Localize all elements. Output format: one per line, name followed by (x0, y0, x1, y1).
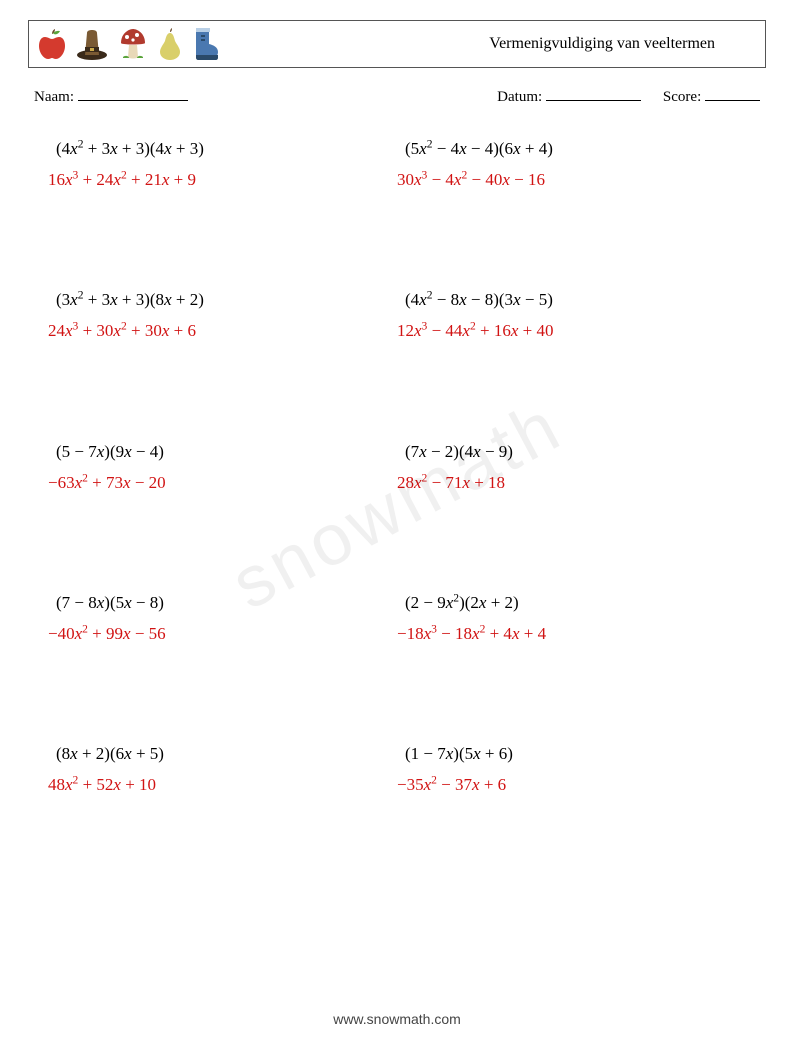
date-label: Datum: (497, 86, 641, 106)
name-blank (78, 86, 188, 101)
problem-question: (7x − 2)(4x − 9) (397, 441, 746, 463)
mushroom-icon (117, 27, 149, 61)
problem-question: (4x2 + 3x + 3)(4x + 3) (48, 138, 397, 160)
problem-answer: 48x2 + 52x + 10 (48, 771, 397, 798)
footer-url: www.snowmath.com (0, 1011, 794, 1027)
apple-icon (37, 27, 67, 61)
problem-question: (3x2 + 3x + 3)(8x + 2) (48, 289, 397, 311)
problem-question: (4x2 − 8x − 8)(3x − 5) (397, 289, 746, 311)
problem-answer: 16x3 + 24x2 + 21x + 9 (48, 166, 397, 193)
problem-answer: 30x3 − 4x2 − 40x − 16 (397, 166, 746, 193)
problem-question: (8x + 2)(6x + 5) (48, 743, 397, 765)
boot-icon (191, 26, 221, 62)
name-label: Naam: (34, 86, 188, 106)
problems-grid: (4x2 + 3x + 3)(4x + 3) 16x3 + 24x2 + 21x … (28, 138, 766, 798)
date-label-text: Datum: (497, 89, 542, 105)
problem-answer: −18x3 − 18x2 + 4x + 4 (397, 620, 746, 647)
score-blank (705, 86, 760, 101)
problem-answer: −63x2 + 73x − 20 (48, 469, 397, 496)
problem-question: (5x2 − 4x − 4)(6x + 4) (397, 138, 746, 160)
name-label-text: Naam: (34, 89, 74, 105)
problem-answer: −35x2 − 37x + 6 (397, 771, 746, 798)
score-label: Score: (663, 86, 760, 106)
worksheet-title: Vermenigvuldiging van veeltermen (221, 35, 757, 53)
problem-answer: −40x2 + 99x − 56 (48, 620, 397, 647)
pear-icon (157, 27, 183, 61)
header-box: Vermenigvuldiging van veeltermen (28, 20, 766, 68)
hat-icon (75, 27, 109, 61)
problem-answer: 28x2 − 71x + 18 (397, 469, 746, 496)
problem-answer: 24x3 + 30x2 + 30x + 6 (48, 317, 397, 344)
date-blank (546, 86, 641, 101)
header-icons (37, 26, 221, 62)
problem-answer: 12x3 − 44x2 + 16x + 40 (397, 317, 746, 344)
problem-question: (1 − 7x)(5x + 6) (397, 743, 746, 765)
problem-question: (2 − 9x2)(2x + 2) (397, 592, 746, 614)
score-label-text: Score: (663, 89, 701, 105)
problem-question: (5 − 7x)(9x − 4) (48, 441, 397, 463)
info-row: Naam: Datum: Score: (28, 86, 766, 106)
problem-question: (7 − 8x)(5x − 8) (48, 592, 397, 614)
